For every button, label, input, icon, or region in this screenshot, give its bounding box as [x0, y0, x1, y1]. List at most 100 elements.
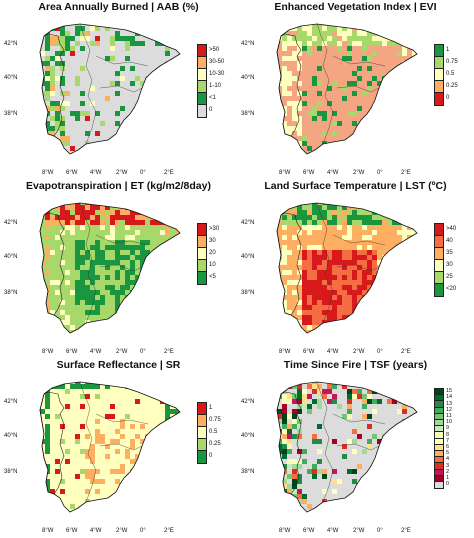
- panel-tsf: Time Since Fire | TSF (years) 42°N 40°N 3 8…: [237, 358, 474, 537]
- lon-label: 4°W: [90, 528, 102, 534]
- legend-label: 14: [446, 394, 453, 401]
- lon-label: 8°W: [42, 170, 54, 176]
- legend-label: 5: [446, 450, 450, 457]
- lon-label: 6°W: [66, 528, 78, 534]
- legend-label: >40: [446, 226, 457, 232]
- panel-lst: Land Surface Temperature | LST (ºC) 42°N…: [237, 179, 474, 358]
- legend-label: 0: [446, 95, 450, 101]
- legend-label: 30-50: [209, 59, 225, 65]
- lon-label: 8°W: [279, 528, 291, 534]
- legend-label: 8: [446, 431, 450, 438]
- panel-title: Enhanced Vegetation Index | EVI: [274, 1, 437, 13]
- lon-label: 0°: [140, 528, 146, 534]
- lon-label: 6°W: [66, 170, 78, 176]
- lon-label: 4°W: [90, 349, 102, 355]
- legend-label: 30: [446, 262, 453, 268]
- legend-label: 20: [209, 250, 216, 256]
- legend-label: 11: [446, 412, 452, 419]
- lat-label: 42°N: [4, 399, 18, 405]
- legend-label: 30: [209, 238, 216, 244]
- legend-label: 0.25: [209, 441, 221, 447]
- legend-label: 0.25: [446, 83, 458, 89]
- legend-label: <20: [446, 286, 457, 292]
- legend-label: 1: [209, 405, 213, 411]
- map-raster: [277, 203, 417, 333]
- iberia-map: [39, 381, 181, 513]
- region-borders: [79, 381, 149, 503]
- iberia-map: [39, 202, 181, 334]
- legend-label: 0.75: [209, 417, 221, 423]
- iberia-map: [276, 381, 418, 513]
- legend-label: >50: [209, 47, 220, 53]
- legend-label: 15: [446, 388, 453, 395]
- lon-label: 2°W: [116, 349, 128, 355]
- lon-label: 6°W: [66, 349, 78, 355]
- lat-label: 40°N: [4, 254, 18, 260]
- legend-label: 25: [446, 274, 453, 280]
- lon-label: 8°W: [279, 170, 291, 176]
- lon-label: 2°W: [353, 349, 365, 355]
- legend-label: 6: [446, 443, 450, 450]
- lon-label: 2°W: [353, 170, 365, 176]
- map-raster: [277, 24, 417, 154]
- lon-label: 2°E: [164, 170, 174, 176]
- legend-label: 2: [446, 468, 450, 475]
- iberia-map: [276, 202, 418, 334]
- legend-label: 0.5: [446, 71, 455, 77]
- coastline: [276, 202, 418, 334]
- lat-label: 38°N: [4, 469, 18, 475]
- legend-label: 10: [446, 419, 453, 426]
- iberia-map: [39, 23, 181, 155]
- legend-label: 9: [446, 425, 450, 432]
- panel-sr: Surface Reflectance | SR 42°N 40°N 38°N 8°W…: [0, 358, 237, 537]
- lon-label: 6°W: [303, 349, 315, 355]
- legend-label: 1: [446, 474, 450, 481]
- panel-evi: Enhanced Vegetation Index | EVI 42°N 40°N…: [237, 0, 474, 179]
- lon-label: 2°W: [116, 170, 128, 176]
- legend-label: 40: [446, 238, 453, 244]
- legend-swatch: [434, 283, 444, 297]
- lon-label: 2°E: [401, 349, 411, 355]
- lat-label: 40°N: [4, 75, 18, 81]
- lat-label: 42°N: [241, 220, 255, 226]
- lon-label: 6°W: [303, 170, 315, 176]
- legend-label: 0: [209, 107, 213, 113]
- region-borders: [79, 202, 149, 324]
- lat-label: 42°N: [241, 399, 255, 405]
- panel-title: Land Surface Temperature | LST (ºC): [264, 180, 447, 192]
- panel-et: Evapotranspiration | ET (kg/m2/8day) 42°…: [0, 179, 237, 358]
- lon-label: 4°W: [327, 349, 339, 355]
- region-borders: [79, 23, 149, 145]
- legend-label: 0: [209, 453, 213, 459]
- lon-label: 2°E: [164, 349, 174, 355]
- legend-label: >30: [209, 226, 220, 232]
- legend-label: 3: [446, 462, 450, 469]
- coastline: [39, 23, 181, 155]
- panel-title: Surface Reflectance | SR: [56, 359, 181, 371]
- iberia-map: [276, 23, 418, 155]
- legend-label: 35: [446, 250, 453, 256]
- lat-label: 40°N: [4, 433, 18, 439]
- region-borders: [316, 23, 386, 145]
- lat-label: 38°N: [241, 111, 255, 117]
- legend-label: 10-30: [209, 71, 225, 77]
- lat-label: 40°N: [241, 254, 255, 260]
- lon-label: 2°W: [353, 528, 365, 534]
- legend-label: 7: [446, 437, 450, 444]
- coastline: [39, 381, 181, 513]
- lon-label: 0°: [140, 349, 146, 355]
- lon-label: 2°E: [401, 528, 411, 534]
- coastline: [276, 381, 418, 513]
- lon-label: 0°: [377, 170, 383, 176]
- lat-label: 38°N: [241, 290, 255, 296]
- lon-label: 0°: [140, 170, 146, 176]
- lat-label: 42°N: [241, 41, 255, 47]
- lat-label: 40°N: [241, 433, 255, 439]
- legend-label: 12: [446, 406, 453, 413]
- panel-title: Evapotranspiration | ET (kg/m2/8day): [26, 180, 211, 192]
- lon-label: 0°: [377, 349, 383, 355]
- lon-label: 8°W: [279, 349, 291, 355]
- panel-aab: Area Annually Burned | AAB (%) 42°N 40°N 3…: [0, 0, 237, 179]
- lat-label: 38°N: [4, 290, 18, 296]
- panel-title: Time Since Fire | TSF (years): [283, 359, 428, 371]
